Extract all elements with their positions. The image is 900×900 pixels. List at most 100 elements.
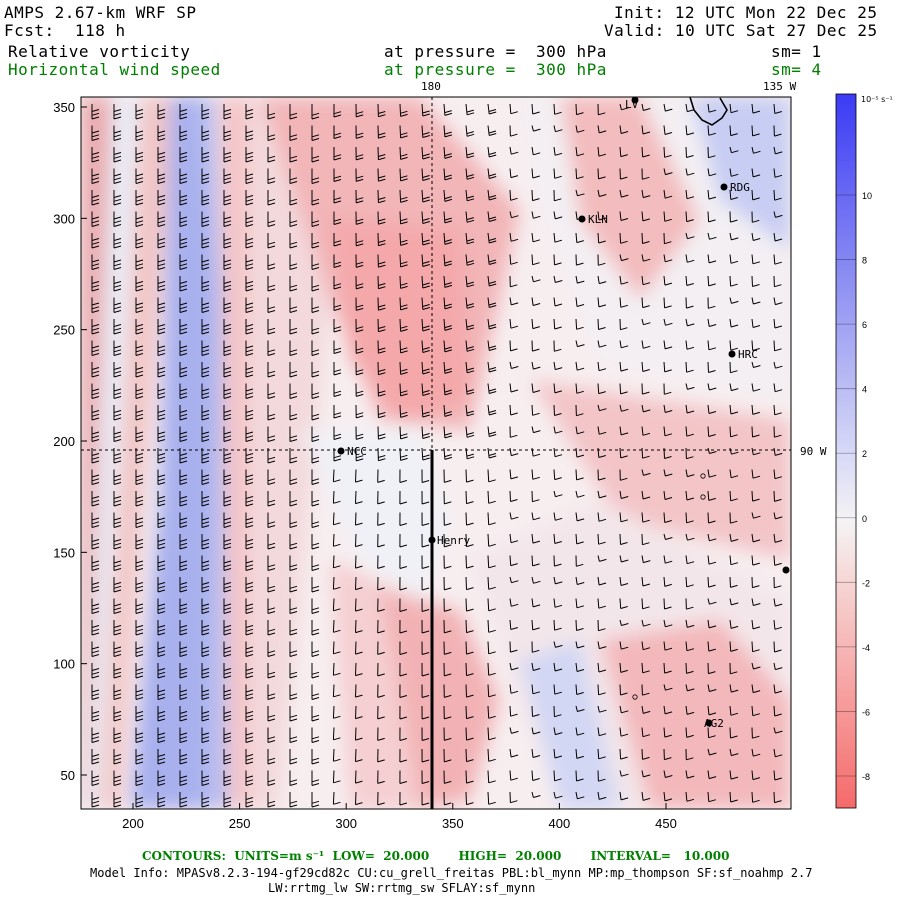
wind-barb	[641, 490, 651, 500]
wind-barb	[135, 770, 144, 786]
wind-barb	[553, 512, 563, 521]
wind-barb	[421, 340, 430, 353]
wind-barb	[245, 190, 254, 206]
wind-barb	[531, 662, 541, 671]
wind-barb	[399, 125, 408, 139]
wind-barb	[135, 362, 144, 378]
wind-barb	[531, 254, 540, 266]
wind-barb	[377, 254, 386, 268]
wind-barb	[377, 426, 386, 440]
wind-barb	[619, 103, 629, 111]
wind-barb	[245, 512, 254, 528]
wind-barb	[773, 662, 783, 671]
wind-barb	[685, 490, 695, 501]
wind-barb	[707, 641, 716, 652]
wind-barb	[113, 577, 122, 593]
wind-barb	[201, 125, 210, 141]
wind-barb	[267, 426, 276, 442]
wind-barb	[575, 748, 584, 759]
wind-barb	[135, 383, 144, 399]
y-axis: 350 300 250 200 150 100 50	[53, 100, 87, 783]
wind-barb	[399, 619, 408, 634]
wind-barb	[245, 297, 254, 313]
wind-barb	[223, 362, 232, 378]
wind-barb	[443, 791, 452, 806]
wind-barb	[223, 104, 232, 120]
wind-barb	[135, 577, 144, 593]
wind-barb	[685, 705, 695, 715]
wind-barb	[553, 641, 563, 648]
station-hrc-label: HRC	[738, 348, 758, 361]
wind-barb	[179, 254, 188, 270]
wind-barb	[729, 125, 738, 137]
wind-barb	[663, 705, 673, 715]
wind-barb	[201, 770, 210, 786]
wind-barb	[267, 770, 276, 786]
wind-barb	[619, 426, 629, 436]
wind-barb	[113, 534, 122, 550]
wind-barb	[421, 770, 430, 784]
wind-barb	[201, 577, 210, 593]
wind-barb	[729, 254, 739, 264]
y-tick-label: 50	[61, 768, 75, 783]
wind-barb	[421, 383, 430, 396]
wind-barb	[377, 576, 385, 591]
wind-barb	[465, 641, 474, 655]
wind-barb	[157, 620, 166, 636]
wind-barb	[707, 662, 716, 675]
wind-barb	[311, 598, 320, 614]
wind-barb	[201, 362, 210, 378]
wind-barb	[553, 404, 562, 416]
wind-barb	[619, 189, 629, 198]
wind-barb	[245, 340, 254, 356]
wind-barb	[421, 727, 430, 741]
wind-barb	[135, 792, 144, 808]
wind-barb	[201, 168, 210, 184]
wind-barb	[619, 340, 629, 349]
wind-barb	[685, 232, 695, 240]
wind-barb	[399, 340, 408, 354]
wind-barb	[179, 405, 188, 421]
wind-barb	[641, 275, 651, 286]
wind-barb	[641, 103, 651, 111]
wind-barb	[751, 705, 760, 717]
wind-barb	[597, 555, 607, 562]
wind-barb	[91, 534, 100, 550]
wind-barb	[333, 405, 342, 419]
wind-barb	[311, 383, 320, 399]
wind-barb	[91, 706, 100, 722]
wind-barb	[157, 469, 166, 485]
wind-barb	[311, 706, 320, 722]
wind-barb	[333, 340, 342, 354]
wind-barb	[223, 792, 232, 808]
wind-barb	[751, 297, 761, 305]
wind-barb	[333, 147, 342, 161]
wind-barb	[267, 792, 276, 808]
model-info-line2: LW:rrtmg_lw SW:rrtmg_sw SFLAY:sf_mynn	[268, 881, 536, 895]
wind-barb	[509, 361, 519, 369]
wind-barb	[245, 684, 254, 700]
wind-barb	[619, 684, 628, 696]
wind-barb	[267, 469, 276, 485]
wind-barb	[685, 103, 695, 113]
wind-barb	[487, 791, 496, 805]
wind-barb	[113, 512, 122, 528]
wind-barb	[553, 318, 562, 330]
wind-barb	[597, 404, 607, 412]
wind-barb	[311, 362, 320, 378]
wind-barb	[465, 748, 474, 763]
wind-barb	[135, 125, 144, 141]
wind-barb	[509, 598, 519, 607]
wind-barb	[663, 361, 672, 373]
wind-barb	[421, 576, 430, 591]
wind-barb	[377, 512, 385, 526]
wind-barb	[597, 512, 607, 522]
wind-barb	[509, 340, 518, 352]
wind-barb	[487, 555, 496, 569]
wind-barb	[289, 254, 298, 270]
wind-barb	[355, 340, 364, 354]
wind-barb	[135, 706, 144, 722]
wind-barb	[751, 340, 760, 351]
wind-barb	[421, 598, 430, 612]
wind-barb	[509, 555, 518, 567]
